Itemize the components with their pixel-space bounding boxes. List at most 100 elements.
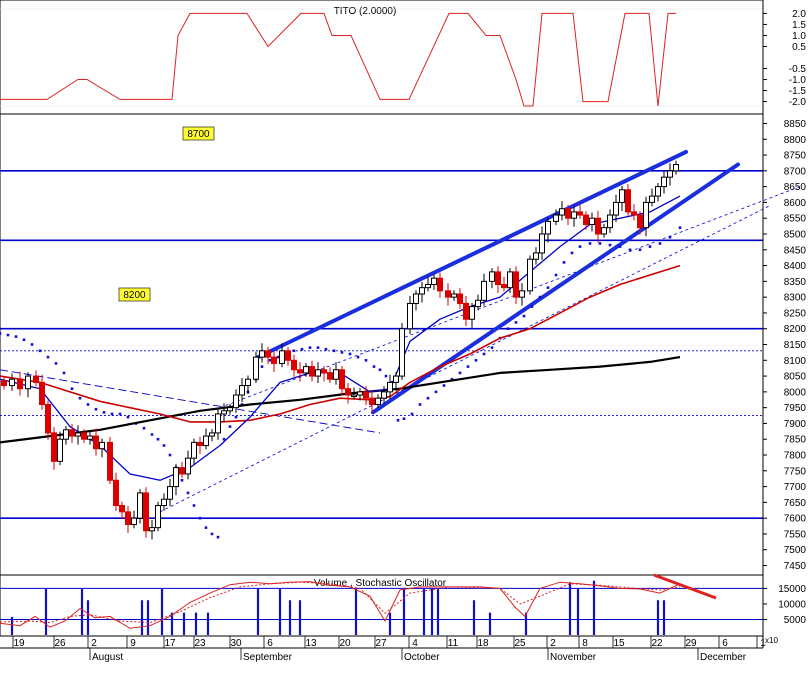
psar-dot (292, 349, 296, 353)
candlestick (419, 281, 425, 303)
candlestick (209, 429, 215, 442)
channel-dashed-line (159, 205, 771, 513)
price-tick-label: 8850 (784, 119, 807, 130)
psar-dot (192, 504, 196, 507)
candlestick (655, 182, 661, 202)
candlestick (661, 171, 667, 194)
candlestick (513, 266, 519, 305)
candle-body (407, 302, 413, 330)
psar-dot (260, 365, 264, 368)
x-day-label: 4 (412, 638, 418, 649)
candlestick (339, 365, 345, 396)
price-tick-label: 8750 (784, 151, 807, 162)
volume-tick-label: 15000 (778, 584, 806, 595)
candlestick (51, 427, 57, 470)
psar-dot (530, 305, 534, 308)
candlestick (161, 493, 167, 511)
candle-body (357, 391, 363, 396)
candlestick (351, 387, 357, 399)
psar-dot (658, 242, 662, 245)
candlestick (271, 351, 277, 372)
candlestick (119, 501, 125, 519)
candlestick (527, 255, 533, 295)
candle-body (63, 429, 69, 440)
candle-body (577, 211, 583, 216)
candlestick (565, 204, 571, 226)
candle-body (469, 306, 475, 320)
x-day-label: 15 (613, 638, 625, 649)
candlestick (381, 386, 387, 404)
volume-multiplier: x10 (765, 636, 778, 645)
price-tick-label: 8500 (784, 229, 807, 240)
x-day-label: 9 (130, 638, 136, 649)
psar-dot (372, 365, 376, 368)
candle-body (643, 201, 649, 229)
candlestick (375, 394, 381, 409)
tito-gridlines (0, 8, 763, 107)
psar-dot (562, 261, 566, 264)
psar-dot (110, 412, 114, 416)
candle-body (507, 271, 513, 289)
x-day-label: 2 (91, 638, 97, 649)
psar-dot (546, 286, 550, 289)
candlestick (469, 302, 475, 328)
candlestick (595, 210, 601, 243)
candle-body (457, 293, 463, 304)
candle-body (539, 233, 545, 254)
price-panel: 8850 8800 8750 8700 8650 8600 8550 8500 8450 8400… (0, 113, 807, 576)
candle-body (297, 369, 303, 374)
candle-body (137, 492, 143, 519)
psar-dot (162, 444, 166, 447)
candle-body (25, 375, 31, 390)
candlestick (431, 274, 437, 290)
psar-dot (142, 426, 146, 430)
candle-body (533, 252, 539, 260)
psar-dot (300, 347, 304, 351)
label-8700-box (182, 126, 215, 141)
psar-dot (628, 248, 632, 252)
tito-tick-label: -1.0 (789, 75, 807, 86)
candlestick (571, 206, 577, 227)
psar-dot (588, 242, 592, 245)
candlestick (445, 283, 451, 306)
uptrend-upper-line (256, 149, 688, 360)
candle-body (589, 217, 595, 226)
candle-body (197, 441, 203, 447)
psar-dot (204, 526, 208, 529)
candle-body (221, 410, 227, 415)
candlestick (501, 276, 507, 292)
downtrend-line (0, 369, 381, 434)
candle-body (649, 195, 655, 203)
candlestick (57, 431, 63, 466)
x-day-label: 2 (550, 638, 556, 649)
candle-body (39, 381, 45, 405)
tito-tick-label: 1.0 (792, 31, 806, 42)
candle-body (351, 394, 357, 398)
tito-series-line (0, 12, 676, 107)
candlestick (407, 295, 413, 335)
candle-body (271, 356, 277, 364)
candlestick (1, 377, 7, 390)
psar-dot (78, 396, 82, 400)
candlestick (9, 373, 15, 391)
x-month-label: October (404, 652, 440, 663)
candlestick (507, 268, 513, 294)
psar-dot (570, 251, 574, 255)
candle-body (303, 366, 309, 374)
candle-body (345, 388, 351, 396)
price-tick-label: 8700 (784, 166, 807, 177)
psar-dot (216, 535, 220, 539)
candlestick (481, 273, 487, 306)
stochastic-downtrend-line (653, 573, 717, 600)
candlestick (425, 276, 431, 292)
volume-bars (10, 580, 666, 635)
candlestick (131, 510, 137, 529)
candlestick (345, 383, 351, 404)
candlestick (613, 194, 619, 222)
candlestick (327, 367, 333, 384)
price-tick-label: 8350 (784, 277, 807, 288)
tito-tick-label: -0.5 (789, 64, 807, 75)
candle-body (87, 435, 93, 440)
price-tick-label: 8300 (784, 293, 807, 304)
candlestick (297, 362, 303, 382)
